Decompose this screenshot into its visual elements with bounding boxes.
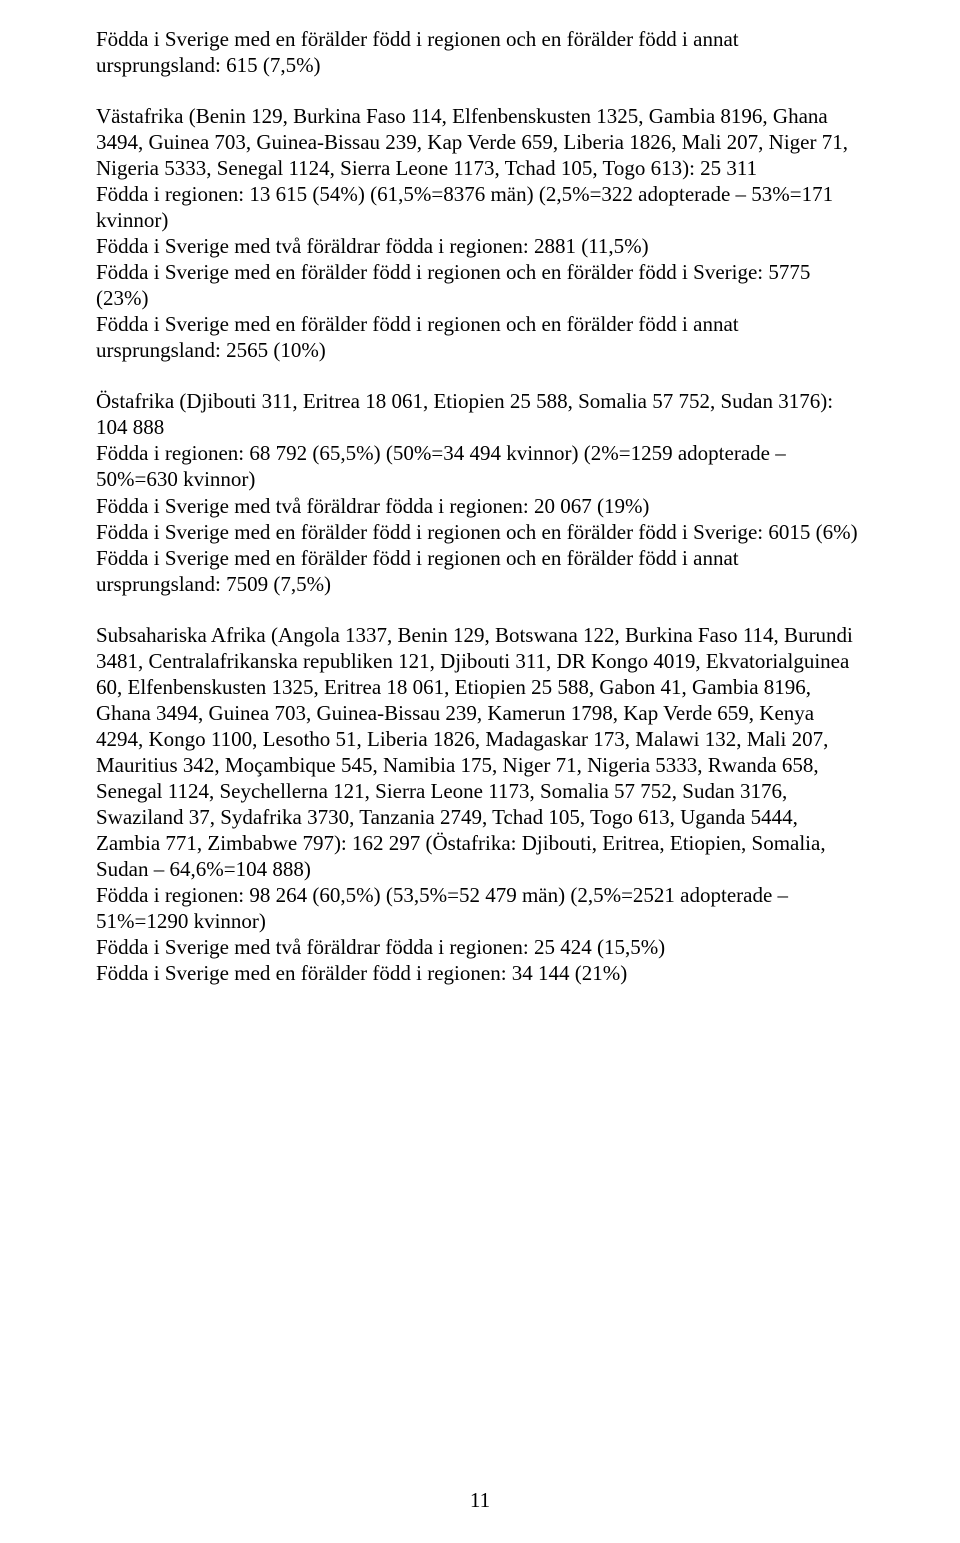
paragraph: Östafrika (Djibouti 311, Eritrea 18 061,… bbox=[96, 388, 864, 596]
page-number: 11 bbox=[0, 1488, 960, 1513]
paragraph: Födda i Sverige med en förälder född i r… bbox=[96, 26, 864, 78]
paragraph: Västafrika (Benin 129, Burkina Faso 114,… bbox=[96, 103, 864, 363]
paragraph: Subsahariska Afrika (Angola 1337, Benin … bbox=[96, 622, 864, 986]
document-page: Födda i Sverige med en förälder född i r… bbox=[0, 0, 960, 1543]
